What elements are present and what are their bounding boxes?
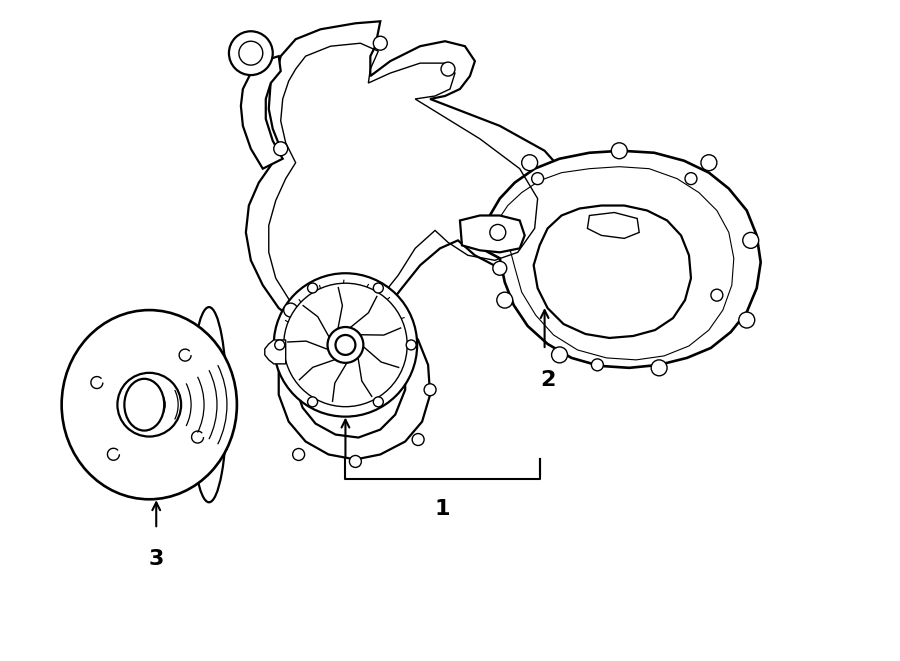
Circle shape — [328, 327, 364, 363]
Circle shape — [274, 142, 288, 156]
Circle shape — [274, 273, 417, 416]
Text: 3: 3 — [148, 549, 164, 569]
Ellipse shape — [124, 379, 164, 430]
Polygon shape — [246, 21, 580, 335]
Circle shape — [532, 173, 544, 184]
Circle shape — [701, 155, 717, 171]
Ellipse shape — [61, 310, 237, 499]
Circle shape — [229, 31, 273, 75]
Circle shape — [493, 261, 507, 275]
Circle shape — [274, 340, 284, 350]
Circle shape — [349, 455, 362, 467]
Polygon shape — [279, 325, 430, 459]
Polygon shape — [480, 151, 760, 368]
Circle shape — [374, 283, 383, 293]
Polygon shape — [460, 215, 525, 253]
Circle shape — [490, 225, 506, 241]
Circle shape — [611, 143, 627, 159]
Circle shape — [336, 335, 356, 355]
Circle shape — [412, 434, 424, 446]
Ellipse shape — [191, 307, 227, 502]
Polygon shape — [534, 206, 691, 338]
Circle shape — [284, 303, 298, 317]
Circle shape — [238, 41, 263, 65]
Circle shape — [591, 359, 603, 371]
Circle shape — [284, 283, 407, 407]
Circle shape — [497, 292, 513, 308]
Circle shape — [552, 347, 568, 363]
Circle shape — [374, 36, 387, 50]
Circle shape — [374, 397, 383, 407]
Circle shape — [292, 449, 304, 461]
Circle shape — [424, 384, 436, 396]
Circle shape — [652, 360, 667, 376]
Circle shape — [117, 373, 181, 436]
Circle shape — [711, 289, 723, 301]
Polygon shape — [588, 212, 639, 239]
Circle shape — [308, 283, 318, 293]
Circle shape — [739, 312, 755, 328]
Circle shape — [406, 340, 416, 350]
Circle shape — [685, 173, 697, 184]
Polygon shape — [241, 56, 283, 169]
Text: 2: 2 — [540, 370, 555, 390]
Circle shape — [308, 397, 318, 407]
Circle shape — [742, 233, 759, 249]
Circle shape — [441, 62, 455, 76]
Circle shape — [522, 155, 537, 171]
Polygon shape — [265, 340, 285, 364]
Text: 1: 1 — [435, 499, 450, 520]
